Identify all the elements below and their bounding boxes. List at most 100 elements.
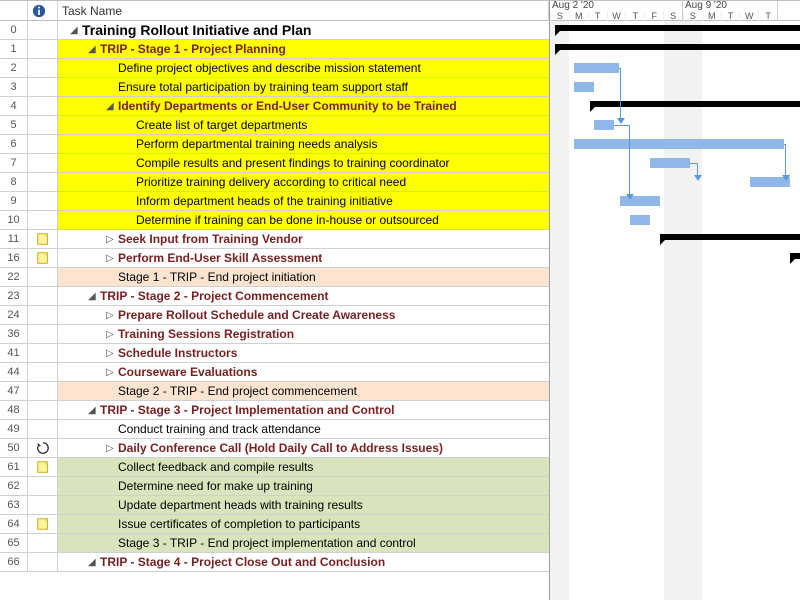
gantt-bar[interactable] xyxy=(574,82,594,92)
row-id[interactable]: 50 xyxy=(0,439,28,458)
task-cell[interactable]: Prioritize training delivery according t… xyxy=(58,173,549,192)
gantt-bar[interactable] xyxy=(594,120,614,130)
row-id[interactable]: 7 xyxy=(0,154,28,173)
row-id[interactable]: 1 xyxy=(0,40,28,59)
expand-icon[interactable]: ◢ xyxy=(88,44,98,55)
row-id[interactable]: 22 xyxy=(0,268,28,287)
task-cell[interactable]: ◢TRIP - Stage 3 - Project Implementation… xyxy=(58,401,549,420)
row-id[interactable]: 10 xyxy=(0,211,28,230)
timeline-header: Aug 2 '20SMTWTFSAug 9 '20SMTWT xyxy=(550,1,800,21)
task-cell[interactable]: Update department heads with training re… xyxy=(58,496,549,515)
expand-icon[interactable]: ◢ xyxy=(88,291,98,302)
expand-icon[interactable]: ◢ xyxy=(88,405,98,416)
row-id[interactable]: 44 xyxy=(0,363,28,382)
gantt-summary-bar[interactable] xyxy=(555,25,800,31)
task-name: Compile results and present findings to … xyxy=(136,156,454,170)
task-cell[interactable]: ▷Perform End-User Skill Assessment xyxy=(58,249,549,268)
gantt-bar[interactable] xyxy=(630,215,650,225)
row-id[interactable]: 49 xyxy=(0,420,28,439)
gantt-bar[interactable] xyxy=(574,63,619,73)
gantt-summary-bar[interactable] xyxy=(660,234,800,240)
row-indicator xyxy=(28,477,58,496)
row-id[interactable]: 2 xyxy=(0,59,28,78)
gantt-summary-bar[interactable] xyxy=(790,253,800,259)
row-id[interactable]: 23 xyxy=(0,287,28,306)
row-id[interactable]: 48 xyxy=(0,401,28,420)
task-name: Issue certificates of completion to part… xyxy=(118,517,364,531)
row-id[interactable]: 64 xyxy=(0,515,28,534)
gantt-bar[interactable] xyxy=(574,139,784,149)
row-id[interactable]: 66 xyxy=(0,553,28,572)
expand-icon[interactable]: ▷ xyxy=(106,367,116,378)
task-cell[interactable]: ◢TRIP - Stage 2 - Project Commencement xyxy=(58,287,549,306)
col-header-taskname: Task Name xyxy=(58,1,549,21)
task-cell[interactable]: Stage 3 - TRIP - End project implementat… xyxy=(58,534,549,553)
task-cell[interactable]: Issue certificates of completion to part… xyxy=(58,515,549,534)
task-cell[interactable]: ▷Seek Input from Training Vendor xyxy=(58,230,549,249)
row-id[interactable]: 9 xyxy=(0,192,28,211)
day-label: T xyxy=(588,11,607,21)
task-cell[interactable]: ◢Training Rollout Initiative and Plan xyxy=(58,21,549,40)
col-header-id xyxy=(0,1,28,21)
gantt-summary-bar[interactable] xyxy=(555,44,800,50)
row-id[interactable]: 6 xyxy=(0,135,28,154)
task-cell[interactable]: Ensure total participation by training t… xyxy=(58,78,549,97)
expand-icon[interactable]: ▷ xyxy=(106,329,116,340)
task-cell[interactable]: ◢TRIP - Stage 4 - Project Close Out and … xyxy=(58,553,549,572)
task-cell[interactable]: Determine need for make up training xyxy=(58,477,549,496)
row-id[interactable]: 3 xyxy=(0,78,28,97)
row-id[interactable]: 63 xyxy=(0,496,28,515)
task-name: Daily Conference Call (Hold Daily Call t… xyxy=(118,441,447,455)
task-cell[interactable]: Inform department heads of the training … xyxy=(58,192,549,211)
task-cell[interactable]: Collect feedback and compile results xyxy=(58,458,549,477)
row-id[interactable]: 61 xyxy=(0,458,28,477)
task-cell[interactable]: Compile results and present findings to … xyxy=(58,154,549,173)
task-cell[interactable]: ▷Prepare Rollout Schedule and Create Awa… xyxy=(58,306,549,325)
task-cell[interactable]: Stage 1 - TRIP - End project initiation xyxy=(58,268,549,287)
gantt-bar[interactable] xyxy=(650,158,690,168)
row-id[interactable]: 5 xyxy=(0,116,28,135)
task-cell[interactable]: ▷Schedule Instructors xyxy=(58,344,549,363)
row-id[interactable]: 16 xyxy=(0,249,28,268)
task-cell[interactable]: Create list of target departments xyxy=(58,116,549,135)
row-indicator xyxy=(28,401,58,420)
task-name: Determine if training can be done in-hou… xyxy=(136,213,443,227)
row-id[interactable]: 0 xyxy=(0,21,28,40)
task-cell[interactable]: ▷Daily Conference Call (Hold Daily Call … xyxy=(58,439,549,458)
row-id[interactable]: 41 xyxy=(0,344,28,363)
gantt-chart[interactable]: Aug 2 '20SMTWTFSAug 9 '20SMTWT xyxy=(550,1,800,600)
expand-icon[interactable]: ◢ xyxy=(88,557,98,568)
task-cell[interactable]: ▷Training Sessions Registration xyxy=(58,325,549,344)
expand-icon[interactable]: ◢ xyxy=(70,25,80,36)
task-cell[interactable]: Determine if training can be done in-hou… xyxy=(58,211,549,230)
task-cell[interactable]: ◢Identify Departments or End-User Commun… xyxy=(58,97,549,116)
expand-icon[interactable]: ▷ xyxy=(106,253,116,264)
row-id[interactable]: 47 xyxy=(0,382,28,401)
task-cell[interactable]: ◢TRIP - Stage 1 - Project Planning xyxy=(58,40,549,59)
row-indicator xyxy=(28,496,58,515)
expand-icon[interactable]: ▷ xyxy=(106,443,116,454)
row-id[interactable]: 62 xyxy=(0,477,28,496)
task-cell[interactable]: Stage 2 - TRIP - End project commencemen… xyxy=(58,382,549,401)
row-indicator xyxy=(28,534,58,553)
gantt-summary-bar[interactable] xyxy=(590,101,800,107)
task-cell[interactable]: Perform departmental training needs anal… xyxy=(58,135,549,154)
row-id[interactable]: 11 xyxy=(0,230,28,249)
task-name: Conduct training and track attendance xyxy=(118,422,325,436)
task-cell[interactable]: Define project objectives and describe m… xyxy=(58,59,549,78)
expand-icon[interactable]: ◢ xyxy=(106,101,116,112)
row-id[interactable]: 4 xyxy=(0,97,28,116)
expand-icon[interactable]: ▷ xyxy=(106,310,116,321)
task-name: Define project objectives and describe m… xyxy=(118,61,425,75)
row-id[interactable]: 65 xyxy=(0,534,28,553)
row-indicator xyxy=(28,306,58,325)
expand-icon[interactable]: ▷ xyxy=(106,348,116,359)
task-cell[interactable]: ▷Courseware Evaluations xyxy=(58,363,549,382)
expand-icon[interactable]: ▷ xyxy=(106,234,116,245)
task-cell[interactable]: Conduct training and track attendance xyxy=(58,420,549,439)
row-id[interactable]: 36 xyxy=(0,325,28,344)
row-id[interactable]: 24 xyxy=(0,306,28,325)
task-name: Ensure total participation by training t… xyxy=(118,80,412,94)
task-name: Inform department heads of the training … xyxy=(136,194,397,208)
row-id[interactable]: 8 xyxy=(0,173,28,192)
